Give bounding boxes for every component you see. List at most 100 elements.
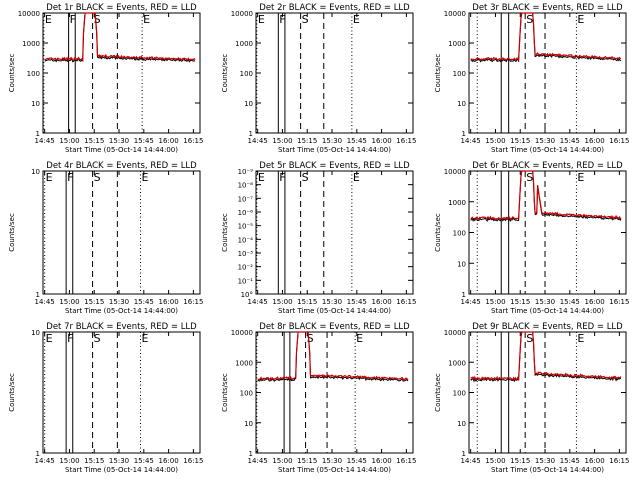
y-axis-label: Counts/sec <box>8 54 16 93</box>
x-tick-label: 14:45 <box>248 457 268 465</box>
y-tick-label: 10 <box>457 100 466 108</box>
interval-marker-label: S <box>302 171 309 184</box>
interval-marker-label: E <box>258 13 265 26</box>
y-tick-label: 10⁻⁴ <box>238 236 254 244</box>
y-tick-label: 1 <box>249 130 253 138</box>
x-tick-label: 15:30 <box>109 137 129 145</box>
y-tick-label: 10000 <box>444 168 466 176</box>
x-tick-label: 15:15 <box>510 298 530 306</box>
y-tick-label: 100 <box>27 70 40 78</box>
y-tick-label: 1 <box>462 130 466 138</box>
y-axis-label: Counts/sec <box>434 213 442 252</box>
plot-frame <box>468 331 627 454</box>
x-axis-label: Start Time (05-Oct-14 14:44:00) <box>278 307 391 315</box>
lld-curve <box>257 331 409 382</box>
x-tick-label: 15:30 <box>535 298 555 306</box>
x-tick-label: 16:15 <box>609 137 629 145</box>
interval-marker-label: E <box>577 171 584 184</box>
panel-title: Det 4r BLACK = Events, RED = LLD <box>46 161 197 171</box>
events-curve <box>257 331 409 383</box>
plot-frame <box>255 12 414 134</box>
interval-marker-label: S <box>94 171 101 184</box>
x-axis-label: Start Time (05-Oct-14 14:44:00) <box>278 466 391 474</box>
x-axis-label: Start Time (05-Oct-14 14:44:00) <box>65 146 178 154</box>
y-tick-label: 1000 <box>235 359 253 367</box>
y-tick-label: 10⁻² <box>238 264 254 272</box>
y-tick-label: 10000 <box>18 10 40 18</box>
x-tick-label: 16:15 <box>183 298 203 306</box>
x-tick-label: 16:00 <box>159 137 179 145</box>
y-tick-label: 1000 <box>22 40 40 48</box>
panel-title: Det 5r BLACK = Events, RED = LLD <box>259 161 410 171</box>
x-tick-label: 16:00 <box>585 298 605 306</box>
events-curve <box>470 170 622 222</box>
x-tick-label: 15:15 <box>297 457 317 465</box>
x-tick-label: 15:00 <box>272 298 292 306</box>
lld-curve <box>470 331 622 382</box>
x-tick-label: 15:15 <box>297 298 317 306</box>
x-tick-label: 15:00 <box>485 137 505 145</box>
y-tick-label: 100 <box>453 230 466 238</box>
y-tick-label: 100 <box>453 70 466 78</box>
x-tick-label: 16:00 <box>372 457 392 465</box>
x-axis-label: Start Time (05-Oct-14 14:44:00) <box>491 146 604 154</box>
y-tick-label: 10000 <box>231 329 253 337</box>
x-tick-label: 16:15 <box>396 137 416 145</box>
interval-marker-label: E <box>577 332 584 345</box>
y-tick-label: 10 <box>244 100 253 108</box>
x-tick-label: 15:15 <box>84 298 104 306</box>
x-tick-label: 16:00 <box>372 137 392 145</box>
interval-marker-label: E <box>353 13 360 26</box>
x-axis-label: Start Time (05-Oct-14 14:44:00) <box>278 146 391 154</box>
plot-frame <box>42 170 201 295</box>
plot-frame <box>255 170 414 295</box>
plot-frame <box>42 12 201 134</box>
y-tick-label: 100 <box>240 390 253 398</box>
x-tick-label: 16:00 <box>585 137 605 145</box>
x-tick-label: 15:00 <box>59 457 79 465</box>
x-tick-label: 16:15 <box>183 457 203 465</box>
panel-det-8: Det 8r BLACK = Events, RED = LLD 14:45 15:… <box>221 322 416 474</box>
x-tick-label: 16:15 <box>396 298 416 306</box>
x-tick-label: 15:00 <box>272 137 292 145</box>
interval-marker-label: S <box>526 171 533 184</box>
x-tick-label: 16:00 <box>159 298 179 306</box>
interval-marker-label: E <box>142 171 149 184</box>
x-tick-label: 16:00 <box>372 298 392 306</box>
panel-det-3: Det 3r BLACK = Events, RED = LLD 14:45 15:… <box>434 3 629 154</box>
y-tick-label: 1 <box>249 450 253 458</box>
y-tick-label: 10000 <box>444 10 466 18</box>
y-tick-label: 100 <box>240 70 253 78</box>
x-axis-label: Start Time (05-Oct-14 14:44:00) <box>491 307 604 315</box>
y-tick-label: 1 <box>36 130 40 138</box>
x-tick-label: 15:45 <box>560 298 580 306</box>
y-axis-label: Counts/sec <box>8 373 16 412</box>
panel-title: Det 1r BLACK = Events, RED = LLD <box>46 3 197 13</box>
panel-title: Det 7r BLACK = Events, RED = LLD <box>46 322 197 332</box>
x-tick-label: 15:45 <box>134 457 154 465</box>
interval-marker-label: E <box>356 332 363 345</box>
x-tick-label: 15:30 <box>322 137 342 145</box>
interval-marker-label: E <box>46 332 53 345</box>
x-tick-label: 14:45 <box>35 457 55 465</box>
events-curve <box>44 12 196 63</box>
interval-marker-label: E <box>45 13 52 26</box>
x-tick-label: 14:45 <box>461 137 481 145</box>
x-tick-label: 15:45 <box>347 457 367 465</box>
y-tick-label: 1 <box>462 450 466 458</box>
panel-title: Det 2r BLACK = Events, RED = LLD <box>259 3 410 13</box>
interval-marker-label: F <box>279 13 285 26</box>
plot-frame <box>468 170 627 295</box>
panel-title: Det 6r BLACK = Events, RED = LLD <box>472 161 623 171</box>
interval-marker-label: S <box>526 13 533 26</box>
interval-marker-label: S <box>302 13 309 26</box>
x-tick-label: 15:45 <box>134 298 154 306</box>
interval-marker-label: E <box>353 171 360 184</box>
y-tick-label: 10000 <box>444 329 466 337</box>
panel-det-1: Det 1r BLACK = Events, RED = LLD 14:45 15:… <box>8 3 203 154</box>
panel-det-9: Det 9r BLACK = Events, RED = LLD 14:45 15:… <box>434 322 629 474</box>
y-axis-label: Counts/sec <box>221 54 229 93</box>
y-tick-label: 1 <box>462 291 466 299</box>
panel-title: Det 3r BLACK = Events, RED = LLD <box>472 3 623 13</box>
